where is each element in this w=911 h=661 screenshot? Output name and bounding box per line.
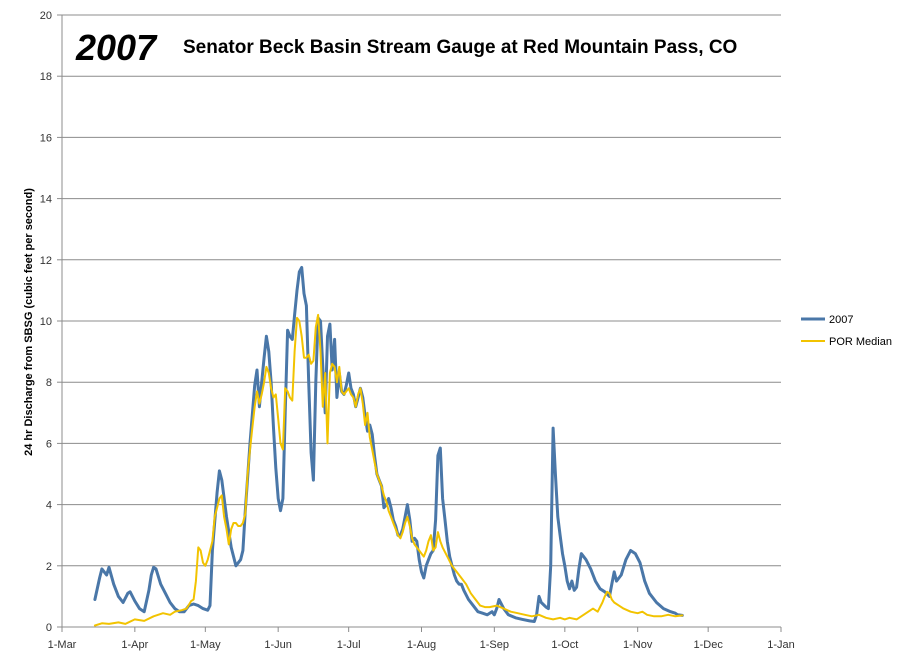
y-tick-label: 6 [46, 438, 52, 450]
chart-subtitle: Senator Beck Basin Stream Gauge at Red M… [183, 37, 737, 58]
legend: 2007 POR Median [801, 314, 892, 348]
y-axis-label: 24 hr Discharge from SBSG (cubic feet pe… [23, 188, 35, 456]
legend-entry-label: POR Median [829, 336, 892, 348]
y-tick-label: 8 [46, 377, 52, 389]
grid-lines [62, 14, 781, 567]
y-tick-label: 12 [40, 255, 52, 267]
x-tick-label: 1-Oct [551, 639, 578, 651]
x-tick-label: 1-Mar [48, 639, 77, 651]
y-tick-label: 20 [40, 10, 52, 22]
y-tick-label: 10 [40, 316, 52, 328]
x-tick-label: 1-Aug [407, 639, 436, 651]
series-line-por-median [93, 313, 684, 627]
y-tick-label: 18 [40, 71, 52, 83]
y-tick-label: 0 [46, 622, 52, 634]
chart-title: 2007 [75, 27, 158, 68]
y-tick-label: 14 [40, 194, 52, 206]
x-tick-label: 1-Jul [337, 639, 361, 651]
y-tick-label: 16 [40, 132, 52, 144]
x-tick-label: 1-Jun [264, 639, 292, 651]
x-tick-label: 1-Dec [693, 639, 723, 651]
x-tick-label: 1-Jan [767, 639, 795, 651]
x-tick-label: 1-May [190, 639, 221, 651]
x-tick-label: 1-Nov [623, 639, 653, 651]
x-tick-label: 1-Sep [480, 639, 509, 651]
y-tick-label: 2 [46, 561, 52, 573]
axes: 0 2 4 6 8 10 12 14 16 18 20 1-Mar 1-Apr 1-May 1-Jun 1-J… [40, 10, 795, 651]
legend-entry-label: 2007 [829, 314, 853, 326]
y-tick-label: 4 [46, 500, 52, 512]
x-tick-label: 1-Apr [121, 639, 148, 651]
series-lines [93, 265, 684, 627]
